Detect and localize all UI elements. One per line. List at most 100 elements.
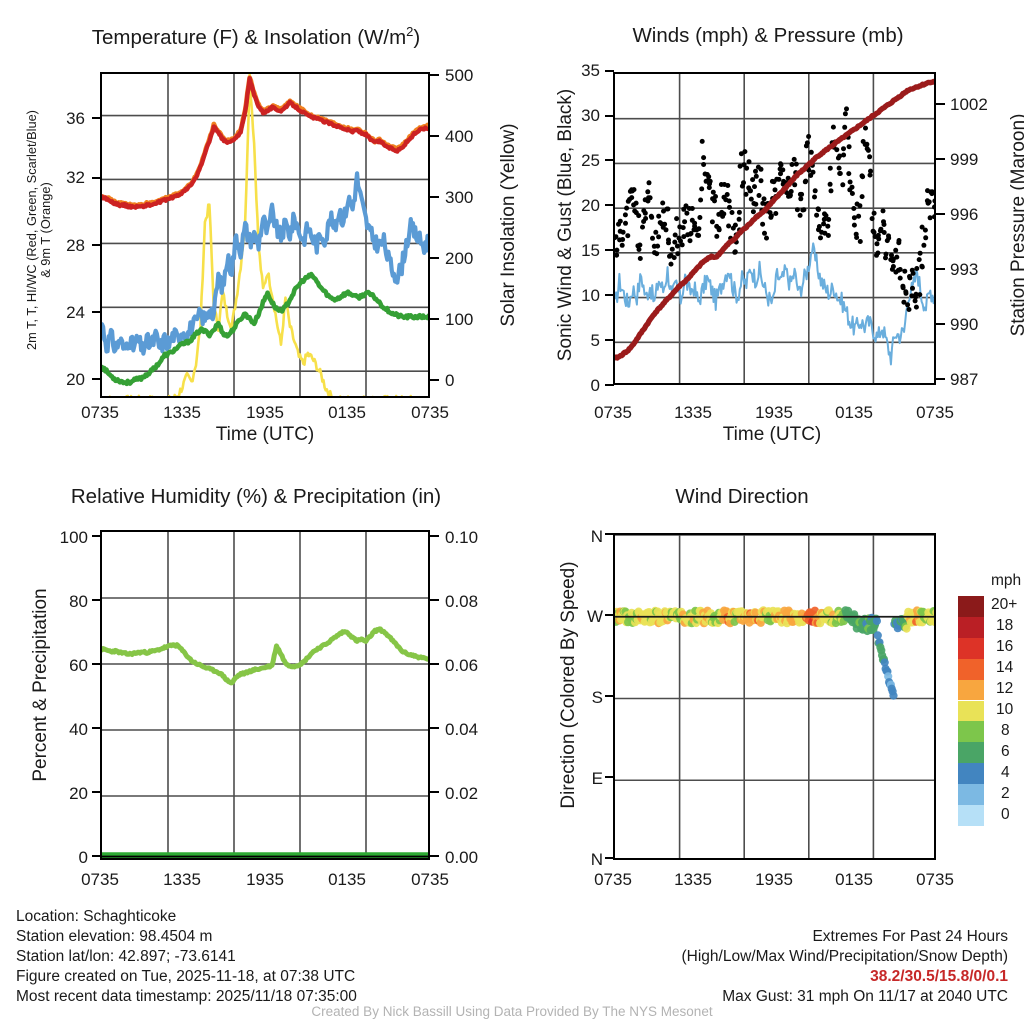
ytick-direction-w: W: [586, 607, 603, 626]
tick-right-temp-500: [430, 74, 439, 76]
colorbar-label-20plus: 20+: [991, 596, 1018, 613]
footer-extremes-values: 38.2/30.5/15.8/0/0.1: [870, 968, 1008, 985]
colorbar-swatch-12: [958, 679, 984, 701]
footer-elevation: Station elevation: 98.4504 m: [16, 928, 213, 945]
tick-left-rh-40: [92, 727, 101, 729]
x-axis-title-winds: Time (UTC): [722, 424, 822, 445]
colorbar-wind-speed: [958, 596, 984, 826]
colorbar-swatch-20plus: [958, 596, 984, 617]
colorbar-label-12: 12: [996, 680, 1014, 697]
colorbar-label-18: 18: [996, 617, 1014, 634]
xtick-winds-3: 0135: [835, 403, 873, 422]
tick-left-wind-0: [605, 384, 614, 386]
ytick-direction-n-bottom: N: [590, 850, 603, 869]
y-axis-title-humidity: Percent & Precipitation: [30, 588, 51, 782]
colorbar-swatch-14: [958, 658, 984, 680]
xtick-humidity-4: 0735: [411, 870, 449, 889]
ytick-humidity-100: 100: [59, 528, 88, 547]
colorbar-label-10: 10: [996, 701, 1014, 718]
colorbar-swatch-4: [958, 763, 984, 785]
tick-left-rh-0: [92, 855, 101, 857]
xtick-temperature-0: 0735: [81, 403, 119, 422]
panel-title-humidity: Relative Humidity (%) & Precipitation (i…: [70, 485, 442, 508]
plot-svg-winds: [615, 74, 934, 383]
xtick-winds-2: 1935: [755, 403, 793, 422]
tick-right-pressure-993: [936, 268, 945, 270]
footer-credit: Created By Nick Bassill Using Data Provi…: [311, 1004, 713, 1019]
tick-left-dir-e: [605, 776, 614, 778]
xtick-humidity-2: 1935: [246, 870, 284, 889]
ytick-precip-006: 0.06: [445, 656, 479, 675]
plot-area-temperature: [100, 72, 430, 398]
tick-right-temp-300: [430, 196, 439, 198]
ytick-precip-008: 0.08: [445, 592, 479, 611]
tick-right-pressure-1002: [936, 103, 945, 105]
tick-left-rh-60: [92, 663, 101, 665]
tick-right-precip-004: [430, 727, 439, 729]
tick-left-temp-20: [92, 378, 101, 380]
tick-right-precip-002: [430, 791, 439, 793]
tick-left-dir-w: [605, 614, 614, 616]
tick-left-wind-5: [605, 339, 614, 341]
xtick-temperature-2: 1935: [246, 403, 284, 422]
tick-left-rh-20: [92, 791, 101, 793]
plot-svg-direction: [615, 535, 934, 858]
y-axis-title-temperature-line2: & 9m T (Orange): [38, 182, 53, 278]
plot-area-direction: [613, 533, 936, 860]
tick-left-wind-30: [605, 115, 614, 117]
tick-left-wind-20: [605, 204, 614, 206]
xtick-winds-1: 1335: [674, 403, 712, 422]
tick-left-wind-35: [605, 70, 614, 72]
ytick-humidity-80: 80: [69, 592, 88, 611]
ytick-precip-010: 0.10: [445, 528, 479, 547]
colorbar-swatch-18: [958, 616, 984, 638]
y-axis-title-insolation: Solar Insolation (Yellow): [498, 123, 519, 327]
colorbar-swatch-8: [958, 721, 984, 743]
colorbar-label-4: 4: [1001, 764, 1010, 781]
colorbar-swatch-2: [958, 784, 984, 805]
tick-left-dir-n-top: [605, 533, 614, 535]
plot-svg-temperature: [102, 74, 428, 396]
tick-left-temp-24: [92, 311, 101, 313]
footer-figure-created: Figure created on Tue, 2025-11-18, at 07…: [16, 968, 356, 985]
ytick-temperature-28: 28: [66, 236, 85, 255]
xtick-direction-0: 0735: [594, 870, 632, 889]
ytick-temperature-32: 32: [66, 168, 85, 187]
ytick-insolation-0: 0: [445, 371, 455, 390]
ytick-humidity-20: 20: [69, 784, 88, 803]
ytick-insolation-300: 300: [445, 188, 474, 207]
ytick-humidity-40: 40: [69, 720, 88, 739]
ytick-wind-30: 30: [581, 106, 600, 125]
ytick-direction-e: E: [591, 769, 603, 788]
panel-title-winds: Winds (mph) & Pressure (mb): [632, 24, 904, 47]
xtick-temperature-1: 1335: [163, 403, 201, 422]
ytick-wind-20: 20: [581, 196, 600, 215]
ytick-wind-10: 10: [581, 286, 600, 305]
ytick-wind-25: 25: [581, 151, 600, 170]
tick-left-wind-25: [605, 159, 614, 161]
tick-right-temp-100: [430, 318, 439, 320]
ytick-insolation-500: 500: [445, 66, 474, 85]
colorbar-label-16: 16: [996, 638, 1014, 655]
tick-right-precip-006: [430, 663, 439, 665]
y-axis-title-direction: Direction (Colored By Speed): [558, 561, 579, 809]
colorbar-label-0: 0: [1001, 806, 1010, 823]
ytick-wind-15: 15: [581, 241, 600, 260]
ytick-temperature-36: 36: [66, 109, 85, 128]
plot-area-winds: [613, 72, 936, 385]
ytick-insolation-200: 200: [445, 249, 474, 268]
footer-extremes-title: Extremes For Past 24 Hours: [812, 928, 1008, 945]
y-axis-title-pressure: Station Pressure (Maroon): [1008, 113, 1024, 337]
tick-right-pressure-990: [936, 323, 945, 325]
ytick-pressure-990: 990: [950, 315, 979, 334]
tick-right-precip-008: [430, 599, 439, 601]
tick-left-dir-s: [605, 695, 614, 697]
xtick-humidity-3: 0135: [328, 870, 366, 889]
xtick-winds-4: 0735: [916, 403, 954, 422]
footer-extremes-subtitle: (High/Low/Max Wind/Precipitation/Snow De…: [681, 948, 1009, 965]
colorbar-swatch-0: [958, 805, 984, 826]
tick-left-wind-10: [605, 294, 614, 296]
ytick-insolation-100: 100: [445, 310, 474, 329]
colorbar-label-8: 8: [1001, 722, 1010, 739]
ytick-precip-000: 0.00: [445, 848, 479, 867]
